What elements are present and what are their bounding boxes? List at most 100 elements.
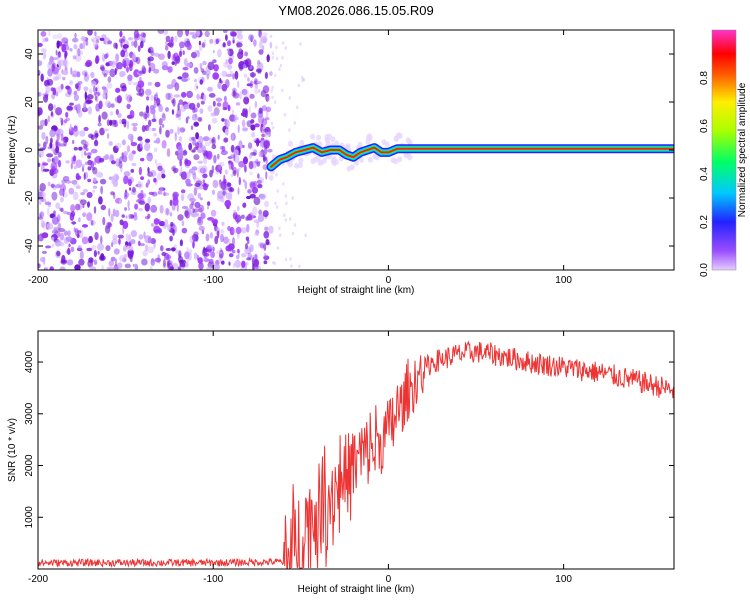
- signal-halo-speckle: [367, 156, 373, 163]
- noise-speckle: [250, 119, 255, 124]
- noise-speckle: [131, 186, 136, 193]
- noise-speckle: [228, 253, 234, 258]
- noise-speckle: [101, 34, 107, 39]
- noise-speckle: [212, 218, 219, 226]
- noise-speckle: [123, 122, 127, 128]
- noise-speckle: [173, 167, 179, 174]
- noise-speckle: [203, 39, 207, 45]
- noise-speckle: [99, 178, 107, 185]
- noise-speckle: [252, 206, 258, 216]
- noise-speckle: [216, 230, 220, 239]
- signal-halo-speckle: [333, 159, 339, 165]
- noise-speckle: [140, 32, 146, 38]
- noise-speckle: [296, 105, 299, 109]
- noise-speckle: [203, 155, 208, 165]
- noise-speckle: [100, 204, 107, 211]
- noise-speckle: [49, 137, 53, 144]
- noise-speckle: [123, 151, 128, 157]
- noise-speckle: [150, 94, 154, 101]
- noise-speckle: [179, 239, 183, 247]
- noise-speckle: [69, 123, 72, 130]
- noise-speckle: [119, 156, 123, 164]
- noise-speckle: [103, 128, 109, 132]
- noise-speckle: [212, 49, 215, 54]
- noise-speckle: [42, 222, 48, 230]
- noise-speckle: [165, 40, 168, 47]
- noise-speckle: [58, 228, 66, 233]
- noise-speckle: [275, 173, 278, 177]
- noise-speckle: [87, 237, 91, 244]
- noise-speckle: [49, 55, 54, 63]
- noise-speckle: [165, 129, 170, 138]
- noise-speckle: [275, 56, 279, 61]
- noise-speckle: [104, 53, 108, 60]
- noise-speckle: [256, 80, 261, 84]
- noise-speckle: [237, 232, 240, 239]
- noise-speckle: [229, 70, 233, 75]
- noise-speckle: [221, 145, 226, 152]
- noise-speckle: [210, 244, 215, 250]
- noise-speckle: [51, 165, 56, 175]
- noise-speckle: [206, 248, 212, 253]
- noise-speckle: [265, 171, 268, 180]
- noise-speckle: [275, 45, 278, 50]
- noise-speckle: [217, 153, 220, 160]
- noise-speckle: [92, 185, 98, 189]
- noise-speckle: [194, 182, 201, 187]
- noise-speckle: [171, 99, 175, 104]
- signal-halo-speckle: [397, 156, 403, 163]
- noise-speckle: [203, 94, 207, 101]
- noise-speckle: [205, 233, 210, 242]
- noise-speckle: [259, 33, 263, 42]
- noise-speckle: [167, 50, 171, 60]
- noise-speckle: [172, 229, 175, 236]
- noise-speckle: [88, 133, 94, 139]
- noise-speckle: [72, 140, 75, 144]
- noise-speckle: [139, 111, 144, 117]
- noise-speckle: [197, 160, 203, 164]
- signal-halo-speckle: [345, 143, 351, 150]
- noise-speckle: [132, 82, 139, 86]
- noise-speckle: [254, 100, 258, 109]
- noise-speckle: [233, 209, 237, 214]
- noise-speckle: [178, 136, 182, 142]
- noise-speckle: [212, 59, 217, 63]
- noise-speckle: [127, 176, 134, 184]
- noise-speckle: [202, 136, 210, 142]
- noise-speckle: [77, 110, 83, 118]
- signal-halo-speckle: [357, 141, 363, 148]
- noise-speckle: [197, 192, 202, 199]
- noise-speckle: [227, 63, 233, 70]
- noise-speckle: [73, 125, 78, 132]
- noise-speckle: [44, 201, 52, 206]
- noise-speckle: [91, 167, 96, 171]
- noise-speckle: [130, 239, 136, 245]
- noise-speckle: [59, 242, 65, 247]
- noise-speckle: [90, 148, 98, 154]
- noise-speckle: [174, 52, 178, 57]
- noise-speckle: [228, 191, 233, 201]
- colorbar-tick-label: 0.2: [699, 215, 710, 229]
- noise-speckle: [186, 90, 194, 99]
- noise-speckle: [189, 197, 197, 203]
- noise-speckle: [146, 96, 150, 101]
- noise-speckle: [81, 149, 84, 158]
- noise-speckle: [243, 96, 250, 105]
- noise-speckle: [62, 175, 70, 182]
- noise-speckle: [180, 166, 183, 175]
- noise-speckle: [198, 225, 205, 231]
- noise-speckle: [150, 238, 157, 244]
- noise-speckle: [179, 263, 183, 268]
- noise-speckle: [84, 71, 87, 78]
- noise-speckle: [232, 92, 240, 99]
- noise-speckle: [207, 206, 209, 210]
- noise-speckle: [168, 39, 174, 48]
- noise-speckle: [71, 156, 76, 165]
- noise-speckle: [73, 128, 79, 137]
- noise-speckle: [50, 183, 55, 188]
- noise-speckle: [244, 180, 248, 190]
- noise-speckle: [69, 102, 74, 106]
- noise-speckle: [52, 216, 59, 225]
- noise-speckle: [206, 266, 212, 270]
- noise-speckle: [177, 214, 184, 221]
